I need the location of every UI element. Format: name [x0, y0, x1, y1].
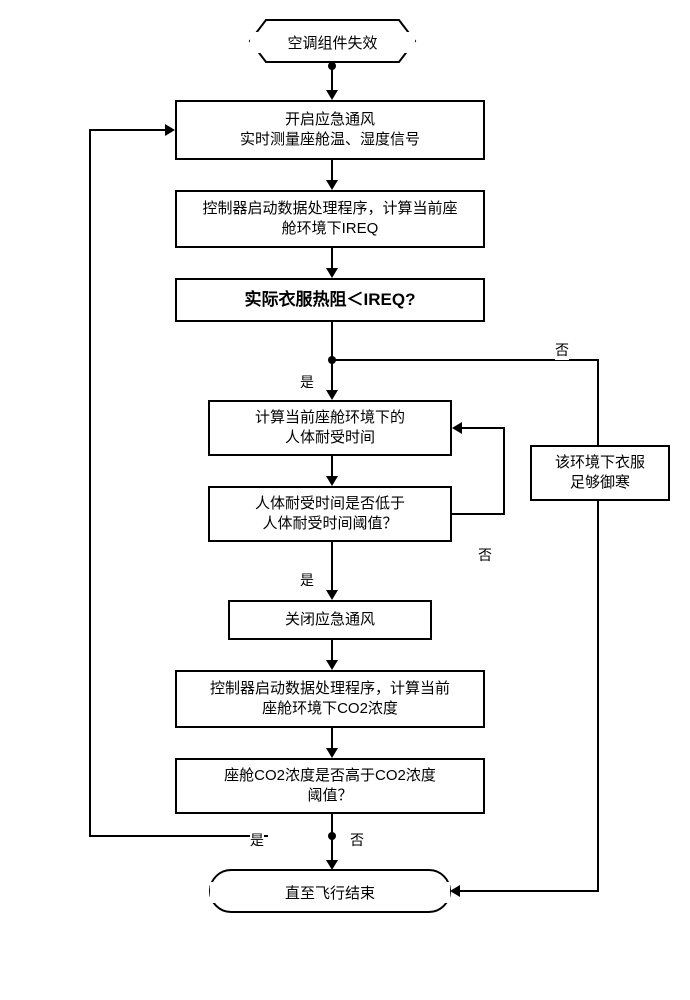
- step-compute-co2: 控制器启动数据处理程序，计算当前座舱环境下CO2浓度: [175, 670, 485, 728]
- text: 控制器启动数据处理程序，计算当前座舱环境下CO2浓度: [210, 679, 450, 720]
- text: 该环境下衣服足够御寒: [555, 453, 645, 494]
- note-clothing-sufficient: 该环境下衣服足够御寒: [530, 445, 670, 501]
- text: 座舱CO2浓度是否高于CO2浓度阈值？: [224, 766, 436, 807]
- edge-label-d1-yes: 是: [300, 372, 314, 392]
- text: 人体耐受时间是否低于人体耐受时间阈值？: [255, 494, 405, 535]
- text: 控制器启动数据处理程序，计算当前座舱环境下IREQ: [202, 199, 457, 240]
- text: 计算当前座舱环境下的人体耐受时间: [255, 408, 405, 449]
- step-close-ventilation: 关闭应急通风: [228, 600, 432, 640]
- end-node-label: 直至飞行结束: [210, 882, 450, 903]
- text: 关闭应急通风: [285, 610, 375, 630]
- text: 实际衣服热阻＜IREQ?: [245, 289, 416, 312]
- text: 空调组件失效: [287, 35, 377, 52]
- decision-tolerance-threshold: 人体耐受时间是否低于人体耐受时间阈值？: [208, 486, 452, 542]
- edge-label-d2-yes: 是: [300, 570, 314, 590]
- edge-label-d3-yes: 是: [250, 830, 264, 850]
- step-open-ventilation: 开启应急通风实时测量座舱温、湿度信号: [175, 100, 485, 160]
- edge-label-d3-no: 否: [350, 830, 364, 850]
- edge-label-d1-no: 否: [555, 340, 569, 360]
- start-node-label: 空调组件失效: [250, 32, 415, 53]
- text: 直至飞行结束: [285, 885, 375, 902]
- step-compute-tolerance-time: 计算当前座舱环境下的人体耐受时间: [208, 400, 452, 456]
- text: 开启应急通风实时测量座舱温、湿度信号: [240, 110, 420, 151]
- edge-label-d2-no: 否: [478, 545, 492, 565]
- decision-co2-threshold: 座舱CO2浓度是否高于CO2浓度阈值？: [175, 758, 485, 814]
- step-compute-ireq: 控制器启动数据处理程序，计算当前座舱环境下IREQ: [175, 190, 485, 248]
- decision-clothing-resistance: 实际衣服热阻＜IREQ?: [175, 278, 485, 322]
